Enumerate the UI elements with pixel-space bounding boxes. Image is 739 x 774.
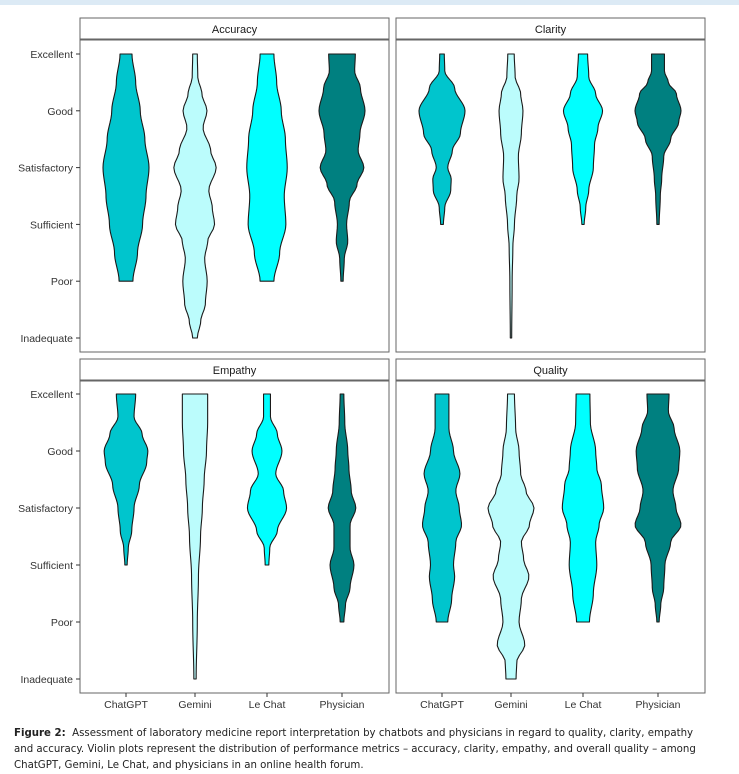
violin-quality-le-chat — [561, 393, 605, 623]
y-tick-label-accuracy-poor: Poor — [51, 276, 74, 288]
top-band — [0, 0, 739, 5]
panel-title-clarity: Clarity — [535, 24, 567, 36]
violin-quality-physician — [634, 393, 682, 623]
figure-caption: Figure 2: Assessment of laboratory medic… — [14, 726, 714, 774]
figure-caption-text: Assessment of laboratory medicine report… — [14, 728, 696, 771]
y-tick-label-empathy-excellent: Excellent — [30, 389, 73, 401]
violin-empathy-chatgpt — [103, 393, 149, 566]
panel-strip-accuracy — [79, 17, 390, 40]
y-tick-label-empathy-satisfactory: Satisfactory — [18, 503, 74, 515]
y-tick-label-empathy-sufficient: Sufficient — [30, 560, 73, 572]
violin-accuracy-le-chat — [246, 53, 288, 282]
y-tick-label-accuracy-inadequate: Inadequate — [20, 333, 73, 345]
violin-quality-chatgpt — [421, 393, 463, 623]
violin-chart: Accuracy Inadequate Poor Sufficient Satisfac… — [18, 17, 706, 711]
panel-title-accuracy: Accuracy — [212, 24, 258, 36]
panel-title-empathy: Empathy — [213, 365, 257, 377]
violin-empathy-physician — [327, 393, 357, 623]
y-tick-label-empathy-poor: Poor — [51, 617, 74, 629]
violin-empathy-le-chat — [246, 393, 288, 566]
x-tick-label-empathy-le-chat: Le Chat — [249, 699, 286, 711]
figure-label: Figure 2: — [14, 728, 66, 739]
panel-strip-quality — [395, 358, 706, 381]
violin-accuracy-chatgpt — [102, 53, 150, 282]
x-tick-label-empathy-physician: Physician — [320, 699, 365, 711]
x-tick-label-quality-chatgpt: ChatGPT — [420, 699, 464, 711]
panel-strip-clarity — [395, 17, 706, 40]
violin-quality-gemini — [487, 393, 535, 680]
violin-clarity-physician — [634, 53, 682, 225]
panel-strip-empathy — [79, 358, 390, 381]
x-tick-label-empathy-chatgpt: ChatGPT — [104, 699, 148, 711]
violin-clarity-chatgpt — [418, 53, 466, 225]
violin-clarity-gemini — [498, 53, 524, 339]
x-tick-label-empathy-gemini: Gemini — [178, 699, 211, 711]
x-tick-label-quality-gemini: Gemini — [494, 699, 527, 711]
panel-title-quality: Quality — [533, 365, 568, 377]
x-tick-label-quality-le-chat: Le Chat — [565, 699, 602, 711]
y-tick-label-empathy-good: Good — [47, 446, 73, 458]
violin-accuracy-gemini — [173, 53, 217, 339]
violin-empathy-gemini — [181, 393, 209, 680]
y-tick-label-empathy-inadequate: Inadequate — [20, 674, 73, 686]
violin-clarity-le-chat — [562, 53, 604, 225]
y-tick-label-accuracy-good: Good — [47, 106, 73, 118]
y-tick-label-accuracy-sufficient: Sufficient — [30, 219, 73, 231]
violin-accuracy-physician — [318, 53, 366, 282]
x-tick-label-quality-physician: Physician — [636, 699, 681, 711]
y-tick-label-accuracy-excellent: Excellent — [30, 49, 73, 61]
y-tick-label-accuracy-satisfactory: Satisfactory — [18, 163, 74, 175]
